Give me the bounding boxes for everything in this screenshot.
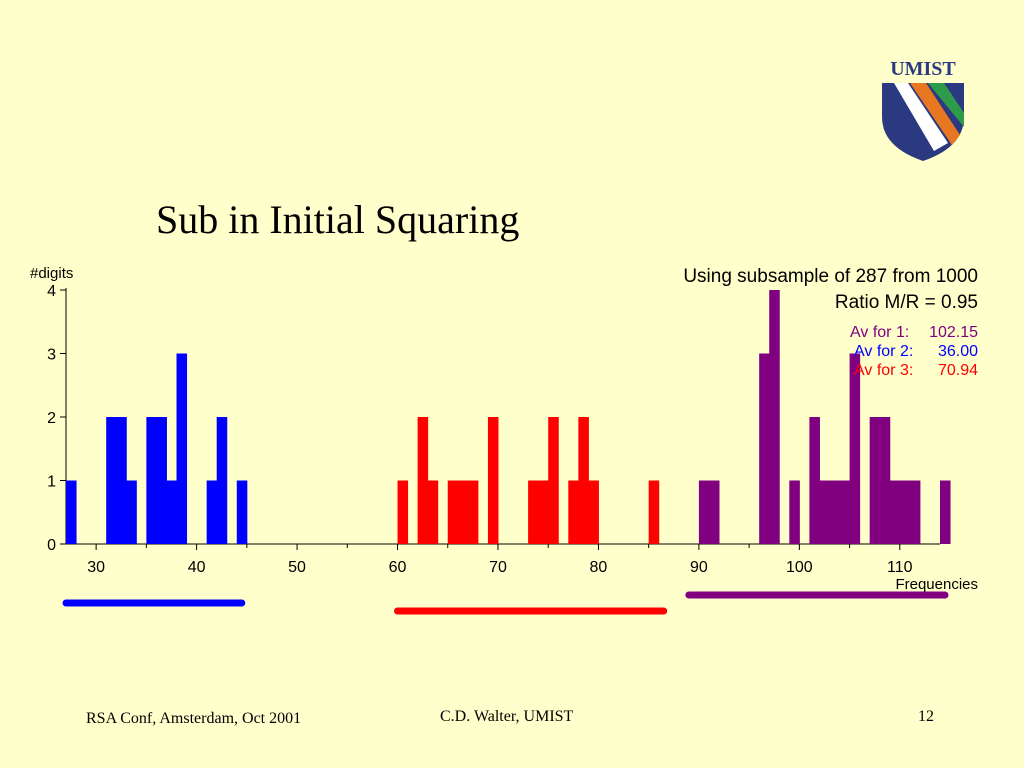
annotation-av2-value: 36.00: [938, 343, 978, 360]
bar-series3-110: [899, 480, 911, 544]
bar-series1-33: [126, 480, 137, 544]
bar-series2-66: [457, 480, 469, 544]
bar-series3-107: [869, 417, 881, 544]
bar-series3-99: [789, 480, 800, 544]
annotation-av1-label: Av for 1:: [850, 324, 909, 341]
bar-series3-109: [889, 480, 901, 544]
footer-author: C.D. Walter, UMIST: [440, 708, 574, 725]
bar-series2-69: [487, 417, 499, 544]
bar-series2-62: [417, 417, 429, 544]
umist-logo: UMIST: [882, 58, 964, 161]
bar-series3-114: [940, 480, 951, 544]
bar-series2-75: [548, 417, 559, 544]
bar-series3-111: [909, 480, 921, 544]
bar-series2-78: [578, 417, 589, 544]
footer-page-number: 12: [918, 708, 934, 725]
bar-series3-105: [849, 353, 861, 544]
bar-series3-101: [809, 417, 820, 544]
x-tick-label-70: 70: [489, 559, 507, 576]
bar-series2-73: [528, 480, 539, 544]
x-tick-label-60: 60: [389, 559, 407, 576]
x-tick-label-110: 110: [887, 559, 913, 576]
x-tick-label-40: 40: [188, 559, 206, 576]
annotation-ratio: Ratio M/R = 0.95: [835, 292, 978, 313]
x-axis-label: Frequencies: [895, 576, 978, 593]
annotation-av3-label: Av for 3:: [854, 362, 913, 379]
x-tick-label-30: 30: [87, 559, 105, 576]
bar-series3-108: [879, 417, 891, 544]
bar-series1-27: [66, 480, 77, 544]
bar-series2-65: [447, 480, 459, 544]
y-tick-label-3: 3: [47, 347, 56, 364]
bar-series1-31: [106, 417, 117, 544]
y-tick-label-2: 2: [47, 410, 56, 427]
bar-series3-102: [819, 480, 830, 544]
bar-series2-67: [467, 480, 479, 544]
annotation-av2-label: Av for 2:: [854, 343, 913, 360]
bar-series2-77: [568, 480, 579, 544]
bar-series2-85: [648, 480, 660, 544]
bar-series2-60: [397, 480, 409, 544]
logo-stripe-orange: [910, 83, 960, 145]
logo-stripe-green: [928, 83, 964, 127]
annotation-av1-value: 102.15: [929, 324, 978, 341]
bar-series3-104: [839, 480, 851, 544]
logo-text: UMIST: [890, 58, 956, 80]
y-axis-label: #digits: [30, 265, 73, 282]
bar-series3-91: [708, 480, 720, 544]
x-tick-label-50: 50: [288, 559, 306, 576]
bar-series3-97: [769, 290, 780, 544]
bar-series1-35: [146, 417, 157, 544]
y-tick-label-0: 0: [47, 537, 56, 554]
bar-series3-90: [698, 480, 710, 544]
bar-series1-38: [176, 353, 188, 544]
logo-stripe-white: [894, 83, 948, 151]
y-tick-label-4: 4: [47, 283, 56, 300]
bar-series1-32: [116, 417, 127, 544]
annotation-av3-value: 70.94: [938, 362, 978, 379]
bar-series2-79: [588, 480, 599, 544]
bar-series2-63: [427, 480, 439, 544]
x-tick-label-100: 100: [786, 559, 813, 576]
bar-series1-41: [206, 480, 218, 544]
bar-series3-103: [829, 480, 841, 544]
chart-range-bars: [62, 591, 949, 615]
bar-series1-42: [216, 417, 228, 544]
x-tick-label-80: 80: [590, 559, 608, 576]
y-tick-label-1: 1: [47, 474, 56, 491]
chart-annotations: Using subsample of 287 from 1000 Ratio M…: [683, 266, 978, 379]
bar-series1-36: [156, 417, 167, 544]
x-tick-label-90: 90: [690, 559, 708, 576]
chart-bars: [66, 290, 951, 544]
bar-series1-44: [236, 480, 248, 544]
bar-series1-37: [166, 480, 178, 544]
bar-series3-96: [759, 353, 770, 544]
slide-title: Sub in Initial Squaring: [156, 197, 520, 242]
annotation-subsample: Using subsample of 287 from 1000: [683, 266, 978, 287]
bar-series2-74: [538, 480, 549, 544]
footer-conference: RSA Conf, Amsterdam, Oct 2001: [86, 710, 302, 727]
